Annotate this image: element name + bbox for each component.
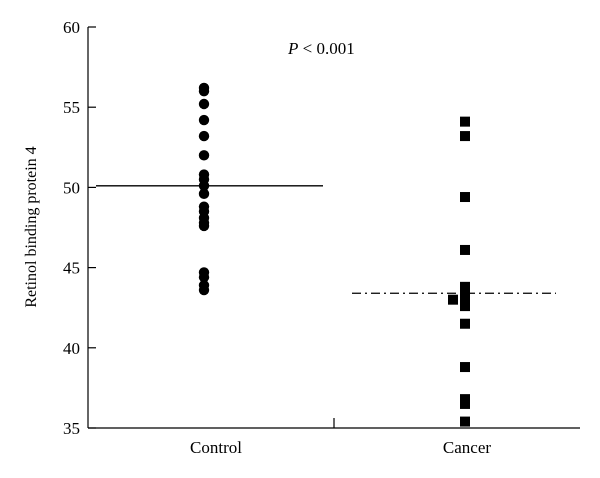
p-value-italic: P (287, 39, 298, 58)
y-axis: 35 40 45 50 55 60 (63, 18, 96, 438)
data-point-control (198, 188, 210, 200)
x-labels: Control Cancer (190, 438, 491, 457)
p-value-text: < 0.001 (298, 39, 354, 58)
x-category-label-control: Control (190, 438, 242, 457)
y-axis-title: Retinol binding protein 4 (23, 146, 40, 307)
data-point-cancer (460, 398, 470, 409)
mean-lines (96, 185, 556, 294)
data-point-control (198, 130, 210, 142)
x-axis: Control Cancer (88, 418, 580, 457)
data-point-cancer (460, 116, 470, 127)
y-tick-label-55: 55 (63, 98, 80, 117)
data-point-cancer (460, 416, 470, 427)
y-tick-label-45: 45 (63, 259, 80, 278)
data-point-cancer (460, 288, 470, 299)
data-point-control (198, 98, 210, 110)
data-points (198, 82, 470, 427)
data-point-cancer (460, 318, 470, 329)
data-point-cancer (460, 294, 470, 305)
y-tick-label-35: 35 (63, 419, 80, 438)
y-ticks: 35 40 45 50 55 60 (63, 18, 96, 438)
data-point-cancer (448, 294, 458, 305)
data-point-control (198, 284, 210, 296)
data-point-cancer (460, 244, 470, 255)
data-point-control (198, 114, 210, 126)
data-point-control (198, 220, 210, 232)
data-point-cancer (460, 131, 470, 142)
y-tick-label-40: 40 (63, 339, 80, 358)
data-point-cancer (460, 281, 470, 292)
x-category-label-cancer: Cancer (443, 438, 491, 457)
y-tick-label-60: 60 (63, 18, 80, 37)
data-point-control (198, 150, 210, 161)
data-point-control (198, 272, 210, 283)
y-tick-label-50: 50 (63, 178, 80, 197)
p-value-annotation: P < 0.001 (287, 39, 355, 58)
data-point-control (198, 180, 210, 191)
data-point-control (198, 85, 210, 97)
data-point-cancer (460, 362, 470, 373)
data-point-cancer (460, 192, 470, 203)
data-point-cancer (460, 301, 470, 312)
